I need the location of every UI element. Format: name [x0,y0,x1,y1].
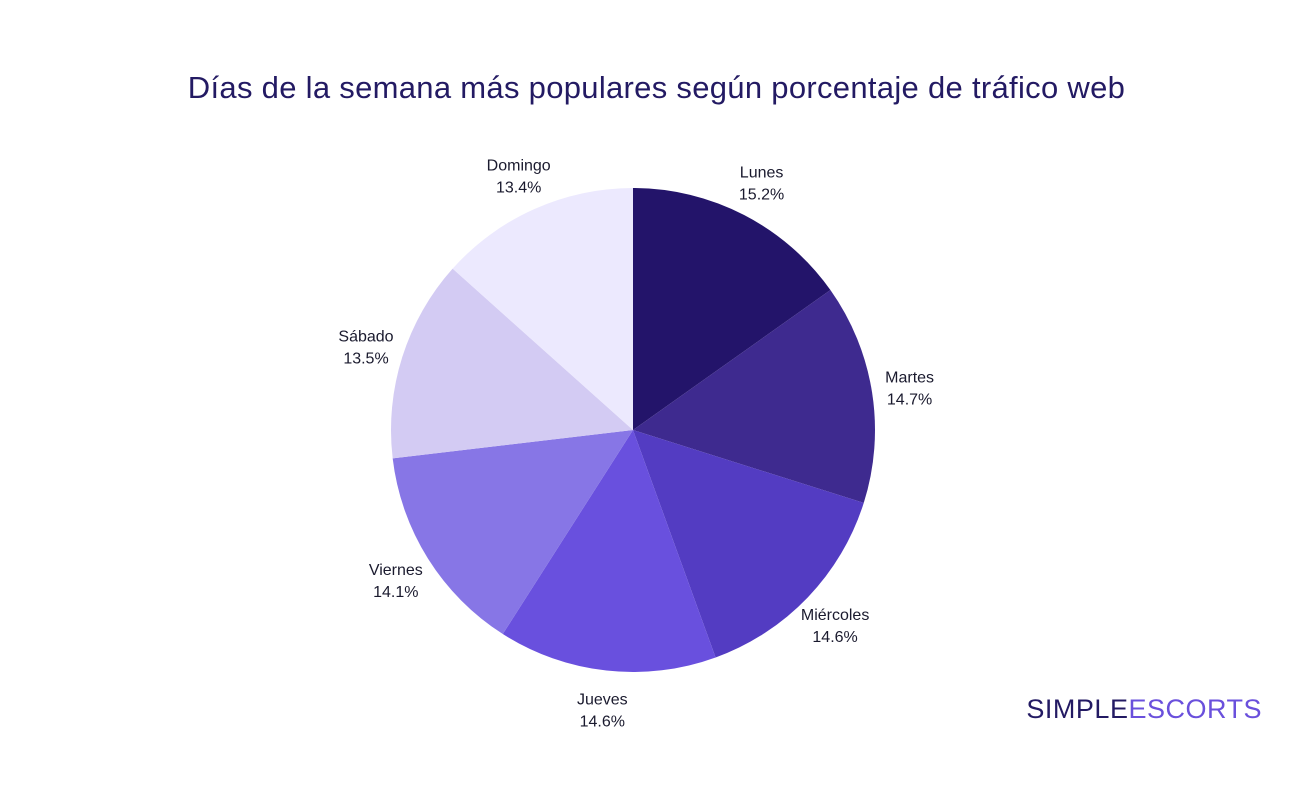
brand-logo-part1: SIMPLE [1026,694,1129,724]
pie-slice-sabado [390,268,633,459]
slice-label-lunes: Lunes 15.2% [739,164,784,203]
pie-slices [390,188,876,672]
brand-logo: SIMPLEESCORTS [1026,694,1262,725]
pie-slice-jueves [502,430,716,672]
slice-label-domingo: Domingo 13.4% [487,157,551,196]
slice-label-miercoles: Miércoles 14.6% [801,607,869,646]
pie-slice-domingo [452,188,633,430]
slice-label-jueves: Jueves 14.6% [577,691,628,730]
pie-slice-lunes [633,188,831,430]
pie-slice-martes [633,290,876,503]
slice-label-viernes: Viernes 14.1% [369,562,423,601]
slice-labels: Lunes 15.2% Martes 14.7% Miércoles 14.6% Jueve… [338,157,934,730]
pie-slice-viernes [392,430,633,634]
slice-label-sabado: Sábado 13.5% [338,329,393,368]
chart-title: Días de la semana más populares según po… [187,70,1126,105]
pie-slice-miercoles [633,430,864,658]
brand-logo-part2: ESCORTS [1128,694,1262,724]
slice-label-martes: Martes 14.7% [885,370,934,409]
